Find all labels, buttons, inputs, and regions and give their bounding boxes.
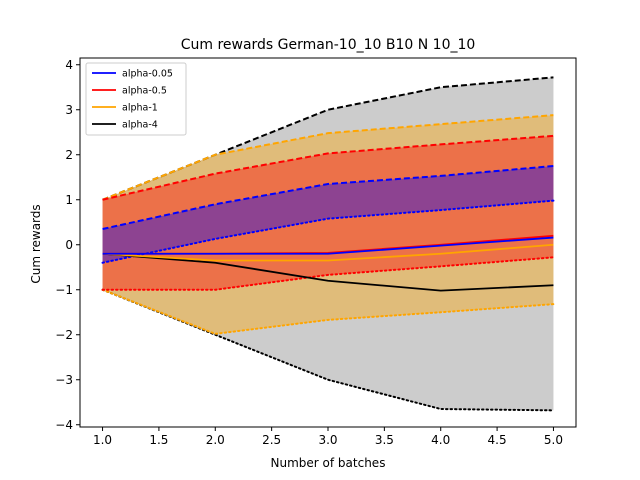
y-tick-label: 3 [65,103,73,117]
upper-line-alpha-0.05 [102,165,554,230]
y-tick-label: 4 [65,58,73,72]
x-tick-label: 3.0 [318,433,337,447]
legend-label-alpha-0.05: alpha-0.05 [122,69,173,80]
y-tick-label: −1 [55,283,73,297]
y-axis-label: Cum rewards [29,204,43,283]
band-alpha-0.5 [102,135,554,290]
x-tick-label: 4.5 [488,433,507,447]
chart-title: Cum rewards German-10_10 B10 N 10_10 [181,37,476,53]
x-tick-label: 1.5 [149,433,168,447]
mean-line-alpha-0.05 [102,236,554,255]
legend: alpha-0.05 alpha-0.5 alpha-1 alpha-4 [85,62,187,136]
mean-line-alpha-1 [102,243,554,262]
upper-line-alpha-0.5 [102,134,554,201]
axes: 1.0 1.5 2.0 2.5 3.0 3.5 4.0 4.5 5.0 −4 −3 −2 −1 0 1 2 3 4 [55,57,577,447]
x-axis-label: Number of batches [271,456,386,470]
lower-line-alpha-0.5 [101,256,555,291]
y-tick-label: 0 [65,238,73,252]
x-tick-label: 2.5 [262,433,281,447]
lower-line-alpha-1 [101,288,555,335]
y-tick-label: 1 [65,193,73,207]
series-lines [101,76,555,412]
x-tick-label: 3.5 [375,433,394,447]
x-tick-label: 4.0 [431,433,450,447]
y-tick-label: −4 [55,418,73,432]
x-tick-label: 1.0 [93,433,112,447]
band-alpha-0.05 [102,166,554,263]
band-fills [102,77,554,411]
legend-label-alpha-1: alpha-1 [122,103,158,114]
legend-label-alpha-0.5: alpha-0.5 [122,86,167,97]
band-alpha-1 [102,115,554,334]
y-tick-label: 2 [65,148,73,162]
y-tick-label: −2 [55,328,73,342]
x-tick-label: 5.0 [544,433,563,447]
lower-line-alpha-0.05 [101,199,555,264]
y-tick-label: −3 [55,373,73,387]
band-alpha-4 [102,77,554,411]
x-tick-label: 2.0 [206,433,225,447]
legend-box [85,62,187,136]
mean-line-alpha-4 [102,252,554,292]
legend-label-alpha-4: alpha-4 [122,120,158,131]
upper-line-alpha-1 [102,114,554,201]
